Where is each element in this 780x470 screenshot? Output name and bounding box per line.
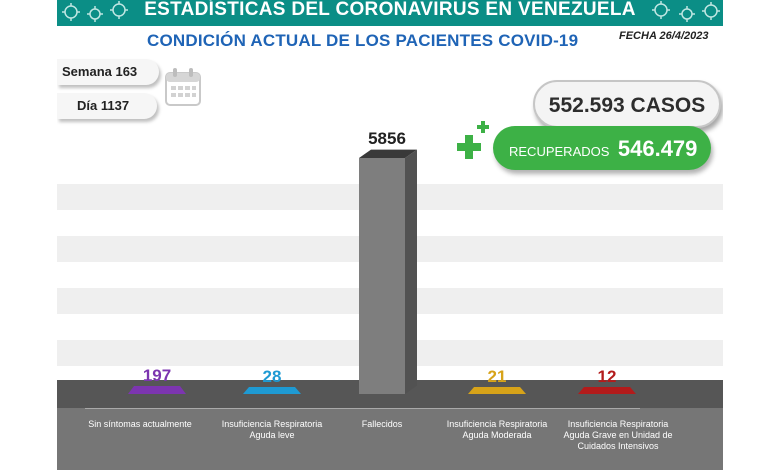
virus-icon: [62, 1, 128, 22]
recovered-badge: RECUPERADOS 546.479: [493, 126, 711, 170]
page-subtitle: CONDICIÓN ACTUAL DE LOS PACIENTES COVID-…: [147, 31, 579, 50]
bar-chart: 197 28 5856 21 12: [128, 129, 636, 394]
category-label: Insuficiencia Respiratoria Aguda Moderad…: [446, 419, 548, 440]
bar: [243, 387, 301, 394]
banner: ESTADÍSTICAS DEL CORONAVIRUS EN VENEZUEL…: [57, 0, 723, 26]
category-label: Sin síntomas actualmente: [88, 419, 192, 429]
bar-value-label: 28: [263, 367, 282, 386]
bar-value-label: 5856: [368, 129, 406, 148]
day-counter: Día 1137: [57, 93, 157, 119]
category-label: Fallecidos: [361, 419, 403, 429]
week-counter: Semana 163: [57, 59, 159, 85]
bar-side: [405, 149, 417, 394]
plus-icon: [457, 121, 489, 159]
category-label: Insuficiencia Respiratoria Aguda Grave e…: [563, 419, 673, 451]
bar-top: [359, 149, 417, 158]
virus-icon: [652, 1, 720, 22]
bar-value-label: 21: [488, 367, 507, 386]
date-label: FECHA 26/4/2023: [619, 30, 709, 42]
bar: [578, 387, 636, 394]
bar-value-label: 197: [143, 366, 171, 385]
category-label-area: [57, 408, 723, 470]
calendar-icon: [165, 68, 201, 106]
bar: [468, 387, 526, 394]
label-divider: [85, 408, 640, 409]
bar-value-label: 12: [598, 367, 617, 386]
recovered-value: 546.479: [617, 136, 698, 161]
bar: [128, 386, 186, 394]
banner-title: ESTADÍSTICAS DEL CORONAVIRUS EN VENEZUEL…: [144, 0, 636, 20]
category-label: Insuficiencia Respiratoria Aguda leve: [221, 419, 323, 440]
bar: [359, 158, 405, 394]
total-cases-badge: 552.593 CASOS: [533, 80, 721, 128]
recovered-label: RECUPERADOS: [509, 144, 610, 159]
infographic-panel: ESTADÍSTICAS DEL CORONAVIRUS EN VENEZUEL…: [57, 0, 723, 470]
